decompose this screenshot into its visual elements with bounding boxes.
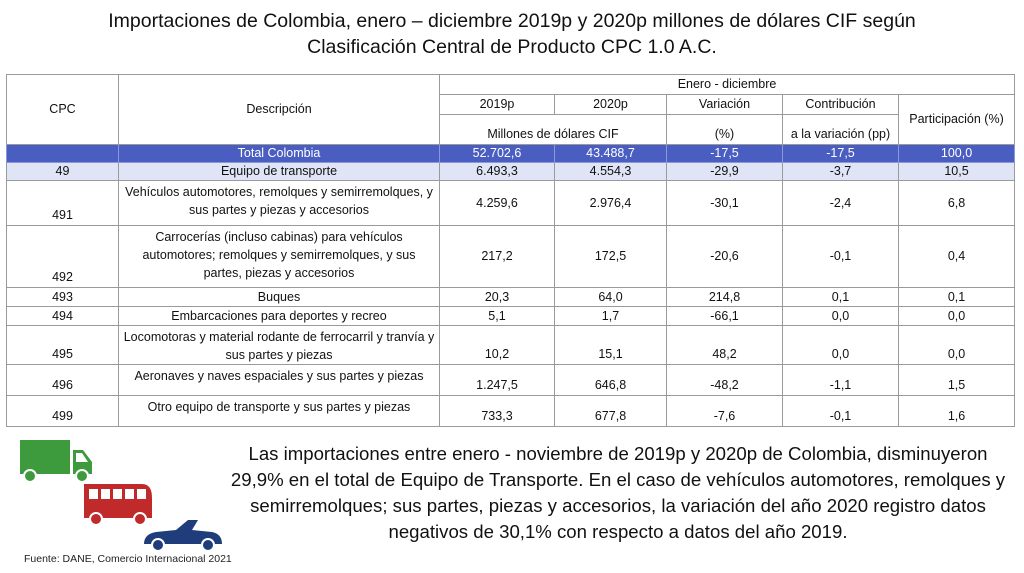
header-pct: (%) xyxy=(666,114,783,145)
cell-desc: Carrocerías (incluso cabinas) para vehíc… xyxy=(118,225,440,288)
cell-2019: 10,2 xyxy=(439,325,555,365)
header-descripcion: Descripción xyxy=(118,74,440,145)
cell-participacion: 6,8 xyxy=(897,180,1016,226)
cell-2020: 2.976,4 xyxy=(554,180,667,226)
cell-variacion: -17,5 xyxy=(666,144,783,163)
cell-variacion: 48,2 xyxy=(666,325,783,365)
cell-cpc: 495 xyxy=(6,325,119,365)
cell-desc: Vehículos automotores, remolques y semir… xyxy=(118,180,440,226)
cell-participacion: 0,1 xyxy=(897,287,1016,307)
page-title: Importaciones de Colombia, enero – dicie… xyxy=(0,8,1024,60)
table-row: 493 Buques 20,3 64,0 214,8 0,1 0,1 xyxy=(6,287,1016,307)
cell-contribucion: -3,7 xyxy=(782,162,899,181)
cell-2020: 4.554,3 xyxy=(554,162,667,181)
header-variacion: Variación xyxy=(666,94,783,115)
table-row: 495 Locomotoras y material rodante de fe… xyxy=(6,325,1016,365)
bus-icon xyxy=(84,484,152,526)
cell-contribucion: -17,5 xyxy=(782,144,899,163)
cell-cpc: 499 xyxy=(6,395,119,427)
cell-variacion: -7,6 xyxy=(666,395,783,427)
title-line-1: Importaciones de Colombia, enero – dicie… xyxy=(108,10,916,32)
source-note: Fuente: DANE, Comercio Internacional 202… xyxy=(24,553,232,565)
table-row: 496 Aeronaves y naves espaciales y sus p… xyxy=(6,364,1016,396)
cell-variacion: -66,1 xyxy=(666,306,783,326)
cell-cpc: 496 xyxy=(6,364,119,396)
cell-participacion: 0,0 xyxy=(897,306,1016,326)
car-icon xyxy=(144,520,222,552)
header-2019: 2019p xyxy=(439,94,555,115)
cell-participacion: 10,5 xyxy=(897,162,1016,181)
cell-variacion: 214,8 xyxy=(666,287,783,307)
cell-cpc: 49 xyxy=(6,162,119,181)
cell-2020: 646,8 xyxy=(554,364,667,396)
title-line-2: Clasificación Central de Producto CPC 1.… xyxy=(307,36,717,58)
header-cpc: CPC xyxy=(6,74,119,145)
cell-desc: Equipo de transporte xyxy=(118,162,440,181)
cell-desc: Buques xyxy=(118,287,440,307)
cell-2019: 217,2 xyxy=(439,225,555,288)
cell-cpc: 492 xyxy=(6,225,119,288)
summary-text: Las importaciones entre enero - noviembr… xyxy=(230,443,1006,542)
table-row: 49 Equipo de transporte 6.493,3 4.554,3 … xyxy=(6,162,1016,181)
truck-icon xyxy=(20,440,92,483)
transport-icons xyxy=(16,436,226,556)
table-row: 499 Otro equipo de transporte y sus part… xyxy=(6,395,1016,427)
cell-contribucion: -0,1 xyxy=(782,225,899,288)
cell-2020: 64,0 xyxy=(554,287,667,307)
cell-cpc: 493 xyxy=(6,287,119,307)
cell-desc: Aeronaves y naves espaciales y sus parte… xyxy=(118,364,440,396)
cell-contribucion: -0,1 xyxy=(782,395,899,427)
cell-desc: Otro equipo de transporte y sus partes y… xyxy=(118,395,440,427)
cell-contribucion: 0,1 xyxy=(782,287,899,307)
cell-desc: Total Colombia xyxy=(118,144,440,163)
cell-cpc xyxy=(6,144,119,163)
cell-2019: 4.259,6 xyxy=(439,180,555,226)
cell-desc: Embarcaciones para deportes y recreo xyxy=(118,306,440,326)
cell-2019: 5,1 xyxy=(439,306,555,326)
header-2020: 2020p xyxy=(554,94,667,115)
header-period: Enero - diciembre xyxy=(438,74,1016,95)
cell-2019: 6.493,3 xyxy=(439,162,555,181)
cell-cpc: 494 xyxy=(6,306,119,326)
cell-2020: 43.488,7 xyxy=(554,144,667,163)
cell-2020: 172,5 xyxy=(554,225,667,288)
cell-2020: 15,1 xyxy=(554,325,667,365)
cell-participacion: 1,6 xyxy=(897,395,1016,427)
cell-2020: 677,8 xyxy=(554,395,667,427)
header-pp: a la variación (pp) xyxy=(782,114,899,145)
header-participacion: Participación (%) xyxy=(897,94,1016,145)
cell-participacion: 1,5 xyxy=(897,364,1016,396)
header-contribucion: Contribución xyxy=(782,94,899,115)
cell-2020: 1,7 xyxy=(554,306,667,326)
imports-table: CPC Descripción Enero - diciembre 2019p … xyxy=(6,74,1016,427)
cell-2019: 52.702,6 xyxy=(439,144,555,163)
table-row: 492 Carrocerías (incluso cabinas) para v… xyxy=(6,225,1016,288)
cell-variacion: -20,6 xyxy=(666,225,783,288)
cell-contribucion: -2,4 xyxy=(782,180,899,226)
cell-contribucion: -1,1 xyxy=(782,364,899,396)
cell-contribucion: 0,0 xyxy=(782,325,899,365)
cell-participacion: 0,0 xyxy=(897,325,1016,365)
table-row-total: Total Colombia 52.702,6 43.488,7 -17,5 -… xyxy=(6,144,1016,163)
cell-cpc: 491 xyxy=(6,180,119,226)
cell-participacion: 0,4 xyxy=(897,225,1016,288)
cell-variacion: -30,1 xyxy=(666,180,783,226)
table-row: 494 Embarcaciones para deportes y recreo… xyxy=(6,306,1016,326)
table-row: 491 Vehículos automotores, remolques y s… xyxy=(6,180,1016,226)
cell-2019: 20,3 xyxy=(439,287,555,307)
cell-desc: Locomotoras y material rodante de ferroc… xyxy=(118,325,440,365)
cell-participacion: 100,0 xyxy=(897,144,1016,163)
cell-variacion: -48,2 xyxy=(666,364,783,396)
cell-contribucion: 0,0 xyxy=(782,306,899,326)
cell-2019: 733,3 xyxy=(439,395,555,427)
cell-2019: 1.247,5 xyxy=(439,364,555,396)
cell-variacion: -29,9 xyxy=(666,162,783,181)
header-millones: Millones de dólares CIF xyxy=(439,114,667,145)
